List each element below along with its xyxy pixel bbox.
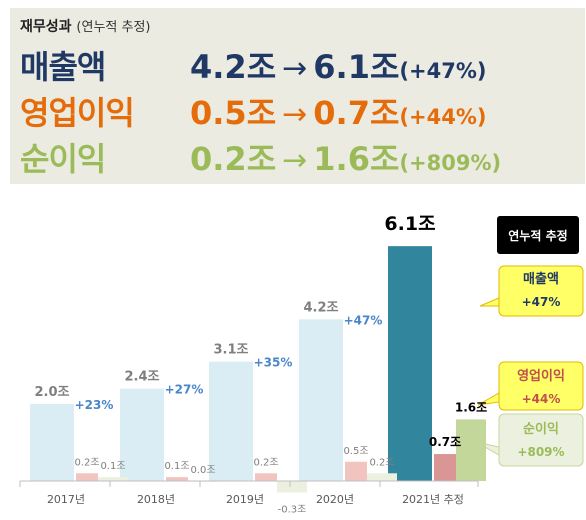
bar-s0-c0 [30,404,74,481]
growth-label: +23% [75,398,114,412]
bar-s2-c4 [456,419,486,481]
growth-label: +27% [165,383,204,397]
data-label-operating-profit: 0.2조 [74,457,99,468]
growth-label: +47% [344,313,383,327]
data-label-net-income: 1.6조 [455,400,487,414]
callout-bubble-1 [498,361,584,411]
x-tick-label: 2019년 [226,493,264,506]
data-label-net-income: 0.2조 [369,457,394,468]
bar-s0-c3 [299,319,343,481]
data-label-operating-profit: 0.5조 [343,446,368,457]
summary-header: 재무성과 (연누적 추정) [20,16,150,36]
data-label-revenue: 3.1조 [214,343,249,358]
summary-row-label: 순이익 [20,140,106,178]
data-label-revenue: 2.4조 [125,370,160,385]
bar-s1-c4 [434,454,456,481]
callout-label: 순이익 [523,422,559,437]
x-tick-label: 2017년 [47,493,85,506]
summary-panel: 재무성과 (연누적 추정) 매출액 4.2조 → 6.1조(+47%) 영업이익 0… [10,8,585,184]
data-label-net-income: 0.1조 [100,461,125,472]
summary-subtitle: (연누적 추정) [76,20,151,35]
bar-s2-c0 [98,477,128,481]
bar-s0-c1 [120,388,164,481]
arrow-icon: → [282,51,308,86]
summary-row-to: 0.7조 [313,94,400,132]
summary-row-change: (+47%) [399,59,487,83]
growth-label: +35% [254,356,293,370]
summary-row-from: 0.5조 [190,94,277,132]
callout-operating-profit: 영업이익 +44% [503,366,579,410]
data-label-operating-profit: 0.7조 [429,435,461,449]
x-tick-label: 2020년 [316,493,354,506]
summary-row-change: (+809%) [399,151,502,175]
callout-pointer-1 [477,392,500,406]
callout-bubble-2 [498,413,584,467]
callout-label: 영업이익 [517,369,565,384]
data-label-revenue: 2.0조 [35,385,70,400]
callout-revenue: 매출액 +47% [503,269,579,313]
bar-s2-c3 [367,473,397,481]
bar-s2-c2 [277,481,307,493]
summary-row-from: 0.2조 [190,140,277,178]
callout-net-income: 순이익 +809% [503,419,579,463]
x-tick-label: 2018년 [137,493,175,506]
summary-row-label: 영업이익 [20,94,135,132]
data-label-revenue: 4.2조 [304,300,339,315]
bar-s1-c0 [76,473,98,481]
x-tick-label: 2021년 추정 [402,493,464,506]
data-label-net-income: -0.3조 [278,505,307,516]
callout-value: +44% [521,392,561,406]
arrow-icon: → [282,143,308,178]
data-label-operating-profit: 0.1조 [164,461,189,472]
callout-bubble-0 [498,265,584,317]
summary-title: 재무성과 [20,19,72,35]
summary-row-to: 6.1조 [313,48,400,86]
bar-s0-c2 [209,361,253,481]
data-label-operating-profit: 0.2조 [253,457,278,468]
callout-pointer-0 [479,297,500,307]
summary-row-from: 4.2조 [190,48,277,86]
summary-row-to: 1.6조 [313,140,400,178]
callout-value: +809% [517,445,565,459]
summary-row-label: 매출액 [20,48,106,86]
cumulative-estimate-badge: 연누적 추정 [497,216,579,254]
data-label-revenue: 6.1조 [384,213,435,235]
callout-label: 매출액 [523,272,559,287]
bar-s1-c3 [345,461,367,481]
data-label-net-income: 0.0조 [190,465,215,476]
bar-s1-c1 [166,477,188,481]
bar-s0-c4 [388,246,432,481]
summary-row-change: (+44%) [399,105,487,129]
callout-value: +47% [521,295,561,309]
arrow-icon: → [282,97,308,132]
bar-s1-c2 [255,473,277,481]
